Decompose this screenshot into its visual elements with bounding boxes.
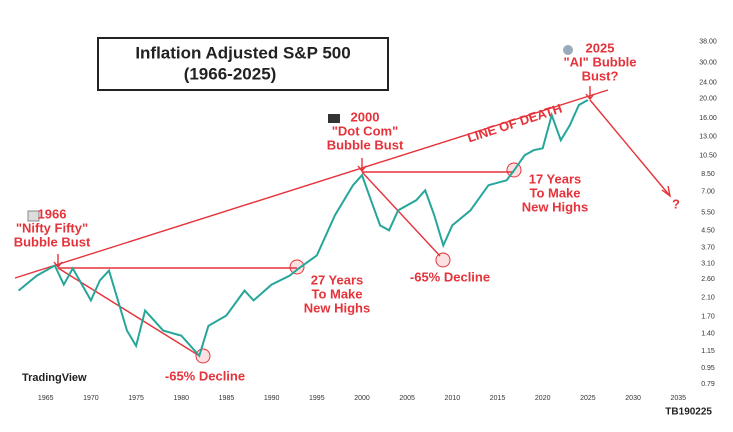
annotation: To Make [529, 185, 580, 200]
arrow-down [53, 254, 63, 269]
line-of-death [14, 89, 609, 279]
marker-circle [289, 259, 305, 275]
annotation: "AI" Bubble [564, 54, 637, 69]
y-tick-label: 3.70 [701, 245, 715, 252]
y-tick-label: 5.50 [701, 210, 715, 217]
footer: TB190225 [665, 407, 712, 418]
y-tick-label: 24.00 [699, 79, 717, 86]
x-tick-label: 2015 [490, 395, 506, 402]
price-line [17, 99, 589, 358]
annotation: Bubble Bust [327, 137, 404, 152]
y-tick-label: 1.40 [701, 331, 715, 338]
y-tick-label: 2.60 [701, 276, 715, 283]
annotation: 17 Years [529, 171, 582, 186]
y-tick-label: 8.50 [701, 171, 715, 178]
chart-title: Inflation Adjusted S&P 500 [135, 43, 350, 62]
x-tick-label: 1980 [173, 395, 189, 402]
annotation: To Make [311, 286, 362, 301]
icon [27, 210, 40, 222]
annotation: Bubble Bust [14, 234, 91, 249]
x-tick-label: 1995 [309, 395, 325, 402]
annotation: "Dot Com" [332, 123, 399, 138]
annotation: 2025 [586, 40, 615, 55]
decline-arrow [361, 171, 441, 257]
annotation: 2000 [351, 109, 380, 124]
x-tick-label: 2030 [625, 395, 641, 402]
x-tick-label: 2005 [399, 395, 415, 402]
x-tick-label: 2035 [670, 395, 686, 402]
annotation: ? [672, 196, 680, 211]
icon [328, 114, 340, 123]
y-tick-label: 3.10 [701, 260, 715, 267]
y-tick-label: 30.00 [699, 60, 717, 67]
y-tick-label: 10.50 [699, 152, 717, 159]
x-tick-label: 1975 [128, 395, 144, 402]
x-tick-label: 1985 [219, 395, 235, 402]
x-tick-label: 1990 [264, 395, 280, 402]
y-tick-label: 7.00 [701, 188, 715, 195]
marker-circle [435, 252, 451, 268]
y-tick-label: 0.79 [701, 381, 715, 388]
watermark: TradingView [22, 372, 87, 384]
chart-title: (1966-2025) [184, 64, 277, 83]
annotation: 1966 [38, 206, 67, 221]
annotation: -65% Decline [165, 368, 245, 383]
y-tick-label: 0.95 [701, 365, 715, 372]
icon [563, 45, 573, 55]
annotation: "Nifty Fifty" [16, 220, 88, 235]
x-tick-label: 2000 [354, 395, 370, 402]
y-tick-label: 1.15 [701, 348, 715, 355]
arrow-head [661, 185, 672, 198]
annotation: New Highs [522, 199, 588, 214]
y-tick-label: 16.00 [699, 115, 717, 122]
x-tick-label: 2020 [535, 395, 551, 402]
annotation: -65% Decline [410, 269, 490, 284]
x-tick-label: 1970 [83, 395, 99, 402]
annotation: Bust? [582, 68, 619, 83]
annotation: New Highs [304, 300, 370, 315]
x-tick-label: 2025 [580, 395, 596, 402]
annotation: 27 Years [311, 272, 364, 287]
arrow-down [357, 158, 367, 173]
x-tick-label: 1965 [38, 395, 54, 402]
y-tick-label: 13.00 [699, 134, 717, 141]
x-tick-label: 2010 [445, 395, 461, 402]
y-tick-label: 1.70 [701, 313, 715, 320]
y-tick-label: 20.00 [699, 95, 717, 102]
arrow-down [585, 86, 595, 101]
y-tick-label: 2.10 [701, 295, 715, 302]
y-tick-label: 38.00 [699, 39, 717, 46]
title-box [97, 37, 389, 91]
marker-circle [195, 348, 211, 364]
decline-arrow [589, 99, 671, 197]
y-tick-label: 4.50 [701, 227, 715, 234]
